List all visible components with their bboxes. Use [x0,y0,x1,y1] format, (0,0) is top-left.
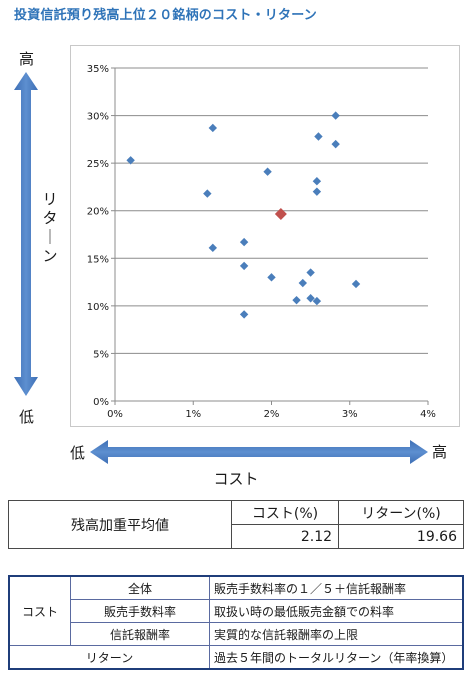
page-title: 投資信託預り残高上位２０銘柄のコスト・リターン [14,8,317,23]
y-tick-label: 30% [87,112,109,123]
weighted-average-label: 残高加重平均値 [8,500,232,549]
x-axis-low-label: 低 [70,444,86,462]
fund-point [306,268,315,277]
definition-desc: 実質的な信託報酬率の上限 [209,622,464,646]
fund-point [331,111,340,120]
y-tick-label: 35% [87,64,109,75]
return-definition-name: リターン [8,645,210,670]
y-tick-label: 5% [93,349,109,360]
y-axis-low-label: 低 [19,408,35,426]
fund-point [267,273,276,282]
definition-desc: 取扱い時の最低販売金額での料率 [209,599,464,623]
y-tick-label: 10% [87,302,109,313]
fund-point [312,296,322,306]
cost-axis-arrow [90,440,428,464]
chart-gridlines [111,67,429,405]
cost-value: 2.12 [230,524,340,549]
x-tick-label: 4% [420,409,436,420]
plot-area-frame [70,45,460,427]
y-tick-label: 20% [87,207,109,218]
fund-point [306,294,315,303]
return-value: 19.66 [338,524,464,549]
definition-desc: 販売手数料率の１／５＋信託報酬率 [209,575,464,600]
x-tick-label: 2% [264,409,280,420]
x-tick-label: 0% [107,409,123,420]
fund-point [203,189,212,198]
chart-tick-labels: 0% 5% 10% 15% 20% 25% 30% 35% 0% 1% 2% 3% 4% [87,64,436,420]
definition-name: 販売手数料率 [70,599,210,623]
fund-point [331,139,340,149]
weighted-average-point [274,207,287,220]
fund-point [298,278,307,288]
y-axis-title-char: リ [42,190,58,208]
fund-point [292,295,301,305]
fund-point [126,156,135,165]
y-tick-label: 15% [87,254,109,265]
fund-point [239,310,249,319]
return-axis-arrow [14,72,38,396]
y-axis-title: リタ｜ン [40,190,60,266]
y-tick-label: 0% [93,397,109,408]
y-axis-title-char: ン [42,247,58,265]
x-tick-label: 1% [185,409,201,420]
return-definition-desc: 過去５年間のトータルリターン（年率換算） [209,645,464,670]
fund-point [208,243,218,253]
definition-name: 全体 [70,575,210,600]
y-tick-label: 25% [87,159,109,170]
chart-points [126,111,361,319]
y-axis-title-char: ｜ [42,228,58,246]
fund-point [208,123,218,133]
y-axis-title-char: タ [42,209,58,227]
x-tick-label: 3% [342,409,358,420]
return-header: リターン(%) [338,500,464,525]
fund-point [312,177,322,186]
fund-point [239,237,249,247]
fund-point [312,187,322,196]
definition-name: 信託報酬率 [70,622,210,646]
y-axis-high-label: 高 [19,50,35,68]
fund-point [239,261,249,271]
fund-point [263,167,272,176]
cost-header: コスト(%) [230,500,340,525]
x-axis-title: コスト [213,470,259,488]
weighted-average-table: 残高加重平均値 コスト(%) リターン(%) 2.12 19.66 [8,500,464,549]
cost-group-label: コスト [8,575,71,646]
fund-point [351,279,361,289]
x-axis-high-label: 高 [432,443,448,461]
definitions-table: コスト 全体 販売手数料率の１／５＋信託報酬率 販売手数料率 取扱い時の最低販売… [8,575,464,670]
fund-point [314,132,323,141]
